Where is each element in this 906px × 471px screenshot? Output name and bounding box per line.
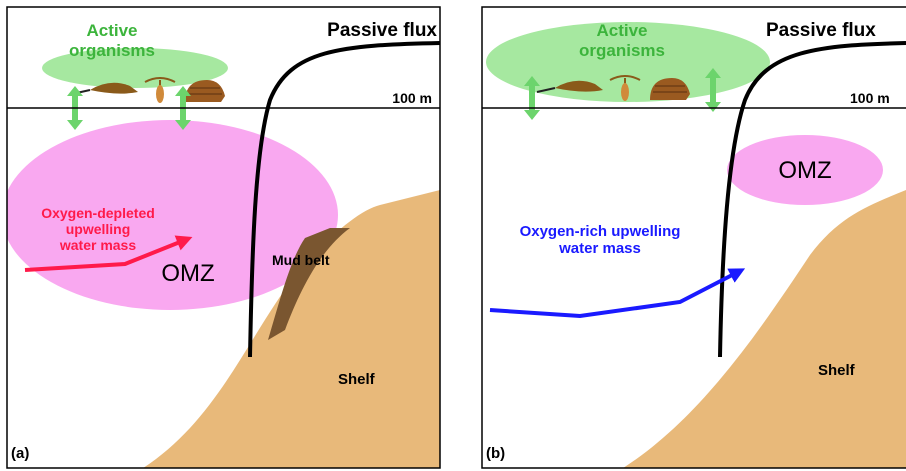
- label: Mud belt: [272, 252, 330, 268]
- label: water mass: [59, 237, 136, 253]
- label: Active: [86, 21, 137, 40]
- panel-a: Active organisms Passive flux 100 m Oxyg…: [7, 20, 440, 468]
- passive-flux: [248, 41, 440, 358]
- mud-belt: [268, 228, 350, 340]
- label: water mass: [558, 240, 641, 257]
- label: organisms: [579, 41, 665, 60]
- shelf: [142, 190, 440, 468]
- active-zone: [42, 48, 228, 88]
- label: Passive flux: [327, 20, 437, 41]
- shelf: [623, 190, 906, 468]
- upwelling-arrow: [24, 235, 193, 272]
- active-zone: [486, 22, 770, 102]
- passive-flux: [718, 41, 906, 358]
- label: 100 m: [392, 90, 432, 106]
- label: (b): [486, 445, 505, 462]
- label: Oxygen-depleted: [41, 205, 155, 221]
- label: Active: [596, 21, 647, 40]
- panel-border: [481, 6, 906, 469]
- label: organisms: [69, 41, 155, 60]
- label: OMZ: [161, 260, 214, 287]
- label: Shelf: [338, 371, 376, 388]
- panel-border: [6, 6, 441, 469]
- label: Oxygen-rich upwelling: [520, 223, 681, 240]
- panel-b: Active organisms Passive flux 100 m OMZ …: [482, 20, 906, 468]
- upwelling-arrow: [489, 268, 746, 319]
- omz-area: [727, 135, 883, 205]
- label: 100 m: [850, 90, 890, 106]
- label: (a): [11, 445, 29, 462]
- label: upwelling: [66, 221, 131, 237]
- label: Passive flux: [766, 20, 876, 41]
- omz-area: [7, 120, 338, 310]
- label: Shelf: [818, 362, 856, 379]
- label: OMZ: [778, 157, 831, 184]
